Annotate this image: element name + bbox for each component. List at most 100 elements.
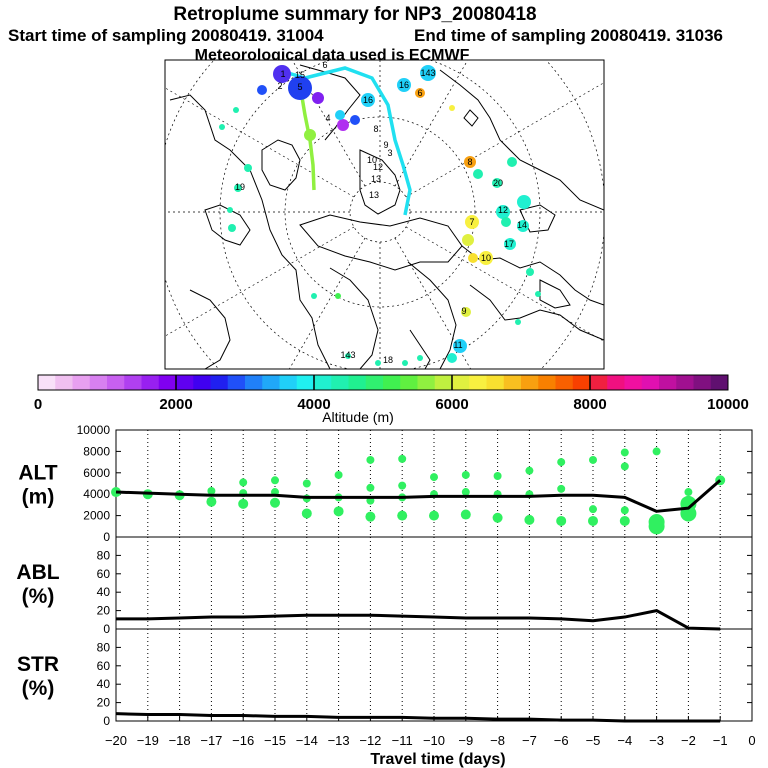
cluster-dot <box>684 488 693 497</box>
cluster-dot <box>460 509 471 520</box>
cluster-dot <box>365 511 376 522</box>
meridian-line <box>291 60 366 187</box>
day-label: 12 <box>373 162 383 172</box>
plume-dots <box>219 65 541 366</box>
y-tick-label: 60 <box>97 567 111 581</box>
colorbar-swatch <box>641 375 660 390</box>
plume-dot <box>227 207 233 213</box>
day-label: 8 <box>373 124 378 134</box>
panel-frame <box>115 536 753 630</box>
x-axis-label: Travel time (days) <box>370 751 505 768</box>
plume-dot <box>234 184 242 192</box>
cluster-dot <box>492 512 503 523</box>
end-time-label: End time of sampling 20080419. 31036 <box>414 26 723 45</box>
y-axis-label: ABL <box>16 561 59 584</box>
colorbar-swatch <box>55 375 73 390</box>
x-tick-label: −9 <box>458 733 473 748</box>
colorbar-swatch <box>365 375 384 390</box>
meridian-line <box>165 226 355 337</box>
colorbar-tick-label: 10000 <box>707 396 749 413</box>
cluster-dot <box>207 486 216 495</box>
plume-dot <box>464 156 476 168</box>
y-tick-label: 8000 <box>83 444 110 458</box>
plume-dot <box>244 164 252 172</box>
x-tick-label: −15 <box>264 733 286 748</box>
cluster-dot <box>430 473 438 482</box>
colorbar-swatch <box>503 375 522 390</box>
plume-dot <box>449 105 455 111</box>
x-tick-label: −5 <box>586 733 601 748</box>
x-tick-label: −18 <box>169 733 191 748</box>
x-tick-label: −6 <box>554 733 569 748</box>
cluster-dot <box>620 462 629 471</box>
colorbar-tick-label: 0 <box>34 396 42 413</box>
colorbar-swatch <box>348 375 367 390</box>
cluster-dot <box>524 514 535 525</box>
colorbar-swatch <box>452 375 470 390</box>
plume-dot <box>415 88 425 98</box>
coastline <box>463 109 479 127</box>
day-label: 13 <box>369 190 379 200</box>
colorbar-swatch <box>279 375 298 390</box>
day-label: 10 <box>367 155 377 165</box>
day-label: 8 <box>467 157 472 167</box>
cluster-dot <box>589 505 597 514</box>
colorbar-tick-label: 4000 <box>297 396 330 413</box>
plume-dot <box>228 224 236 232</box>
coastline <box>299 214 463 271</box>
x-tick-label: −17 <box>200 733 222 748</box>
colorbar-swatch <box>572 375 591 390</box>
colorbar-swatch <box>72 375 91 390</box>
x-tick-label: −4 <box>617 733 632 748</box>
y-tick-label: 20 <box>97 696 111 710</box>
x-tick-label: 0 <box>748 733 755 748</box>
time-series-panels: 0200040006000800010000ALT(m)020406080ABL… <box>16 423 755 768</box>
y-tick-label: 4000 <box>83 487 110 501</box>
panel-frame <box>115 628 753 722</box>
y-tick-label: 0 <box>103 530 110 544</box>
plume-dot <box>375 360 381 366</box>
colorbar-swatch <box>124 375 142 390</box>
plume-dot <box>453 339 467 353</box>
colorbar-swatch <box>710 375 729 390</box>
colorbar-frame <box>37 374 729 391</box>
day-label: 10 <box>481 253 491 263</box>
colorbar-swatch <box>193 375 211 390</box>
x-tick-label: −12 <box>359 733 381 748</box>
day-label: 6 <box>417 88 422 98</box>
x-tick-label: −20 <box>105 733 127 748</box>
x-tick-label: −3 <box>649 733 664 748</box>
colorbar-swatch <box>38 375 56 390</box>
day-label: 14 <box>517 220 527 230</box>
x-tick-label: −2 <box>681 733 696 748</box>
cluster-dot <box>525 466 534 475</box>
colorbar-swatch <box>176 375 194 390</box>
colorbar-swatch <box>296 375 315 390</box>
colorbar-swatch <box>210 375 229 390</box>
day-label: 17 <box>504 239 514 249</box>
plume-dot <box>447 353 457 363</box>
plume-dot <box>288 76 312 100</box>
y-tick-label: 0 <box>103 622 110 636</box>
x-tick-label: −1 <box>713 733 728 748</box>
plume-dot <box>507 157 517 167</box>
y-tick-label: 80 <box>97 640 111 654</box>
y-tick-label: 6000 <box>83 466 110 480</box>
plume-dot <box>257 85 267 95</box>
plume-dot <box>496 205 510 219</box>
colorbar-swatch <box>521 375 539 390</box>
meridian-line <box>165 87 355 198</box>
figure-title: Retroplume summary for NP3_20080418 <box>173 4 536 25</box>
colorbar-swatch <box>607 375 625 390</box>
x-tick-label: −10 <box>423 733 445 748</box>
day-label: 13 <box>371 174 381 184</box>
plume-dot <box>417 355 423 361</box>
plume-dot <box>304 129 316 141</box>
coastline <box>359 149 401 215</box>
plume-dot <box>335 293 341 299</box>
series-line <box>115 479 722 513</box>
coastline <box>204 204 251 246</box>
colorbar-swatch <box>434 375 453 390</box>
y-axis-unit: (%) <box>22 585 55 608</box>
